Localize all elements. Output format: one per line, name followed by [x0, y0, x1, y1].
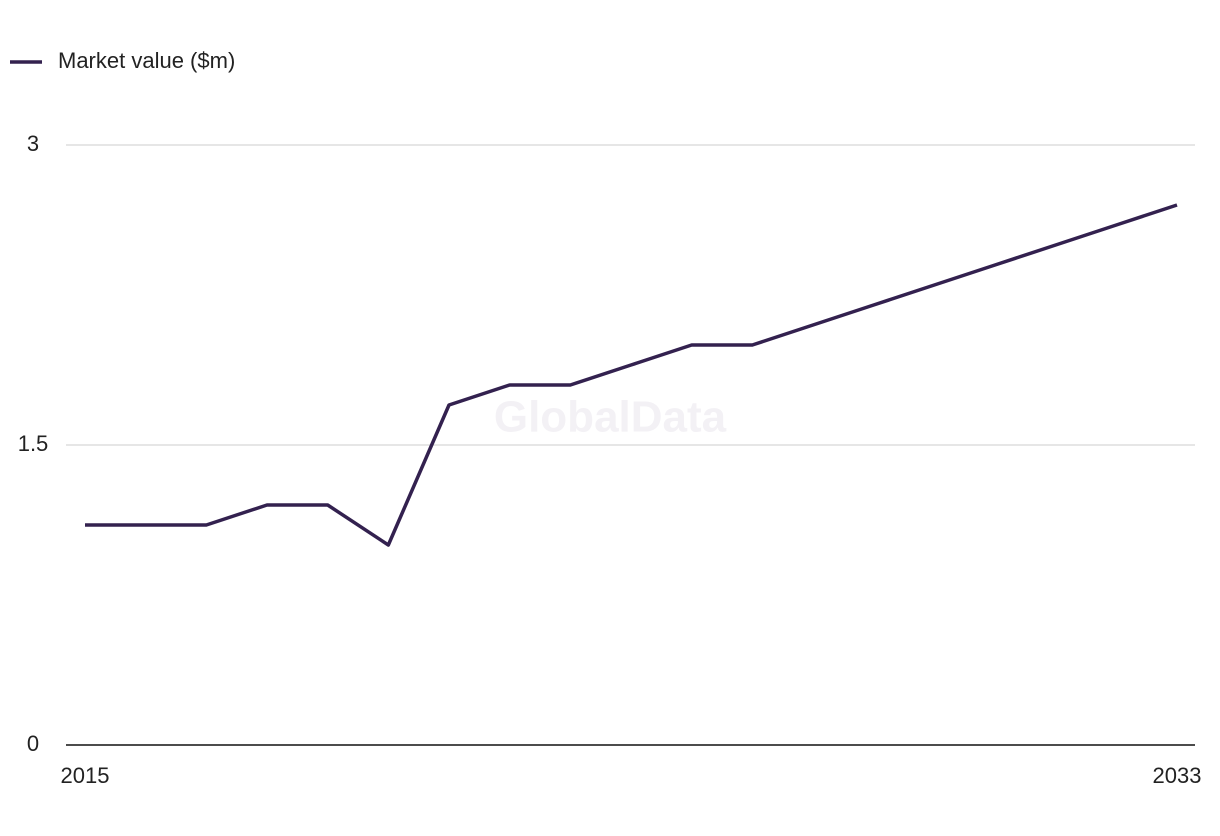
watermark: GlobalData	[494, 393, 727, 442]
y-tick-label: 1.5	[18, 431, 49, 456]
line-series	[85, 203, 1178, 547]
x-tick-label: 2033	[1153, 763, 1202, 788]
x-tick-label: 2015	[61, 763, 110, 788]
legend-label: Market value ($m)	[58, 48, 235, 73]
y-tick-label: 3	[27, 131, 39, 156]
y-tick-label: 0	[27, 731, 39, 756]
